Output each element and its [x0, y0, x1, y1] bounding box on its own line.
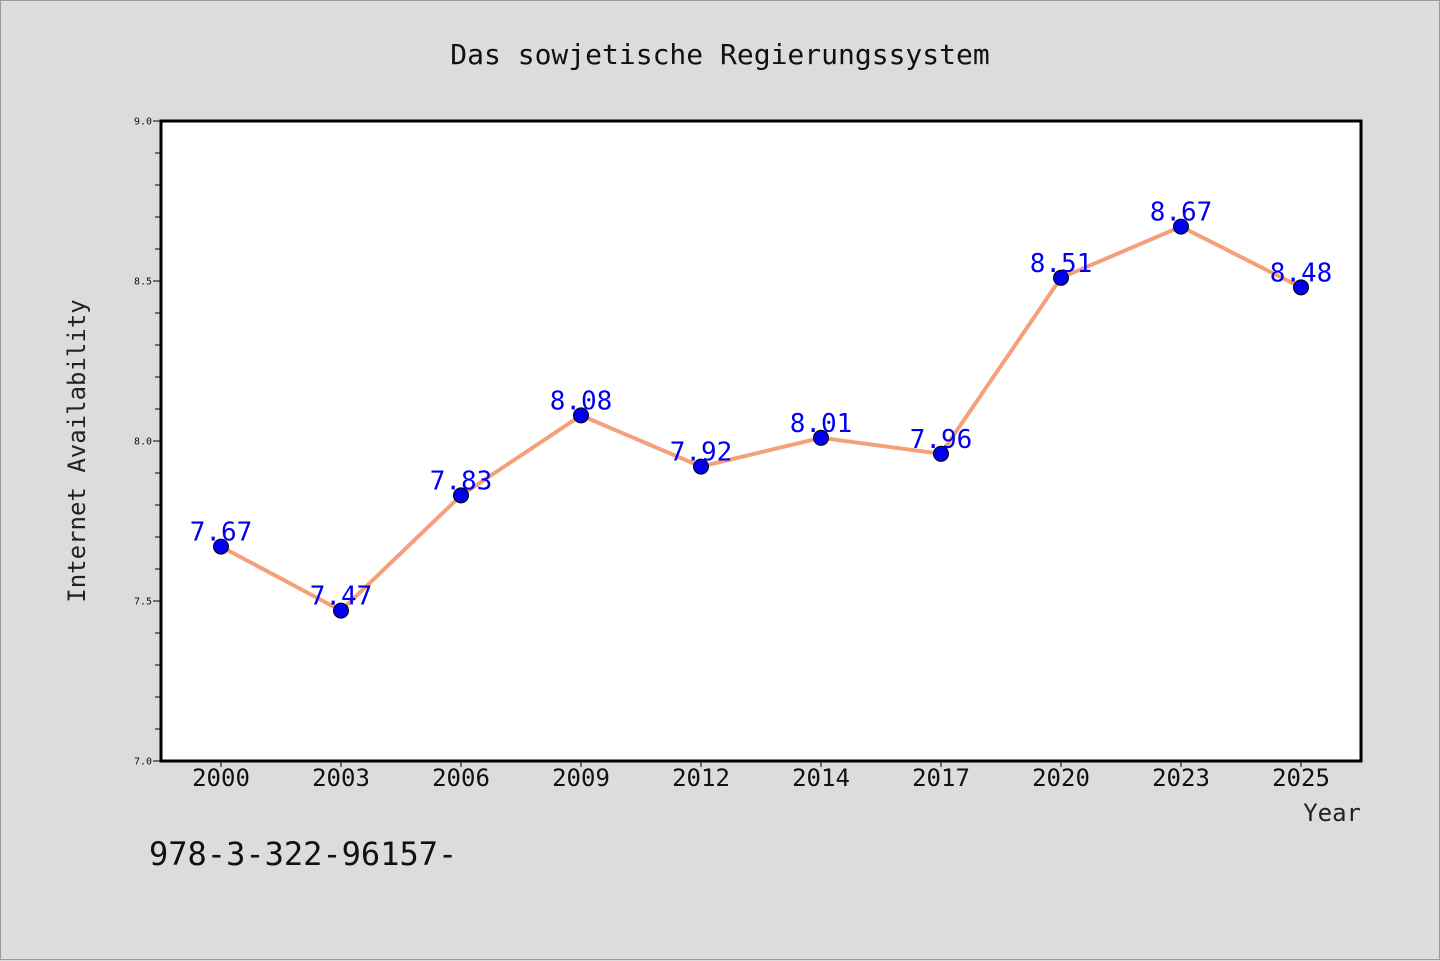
- data-point: [573, 407, 589, 424]
- data-point: [453, 487, 469, 504]
- y-tick-label: 7.0: [134, 757, 152, 768]
- x-tick-label: 2020: [1032, 764, 1090, 792]
- series-layer: 7.67 7.47 7.83 8.08 7.92 8.01 7.96 8.51 8.67 8.48: [190, 198, 1333, 619]
- x-tick-label: 2009: [552, 764, 610, 792]
- data-point: [933, 445, 949, 462]
- y-tick-label: 8.5: [134, 277, 152, 288]
- data-label: 8.08: [550, 386, 613, 416]
- data-point: [213, 538, 229, 555]
- y-axis: 7.0 7.5 8.0 8.5 9.0: [134, 117, 161, 768]
- x-tick-label: 2006: [432, 764, 490, 792]
- data-label: 8.48: [1270, 258, 1333, 288]
- data-point: [1053, 269, 1069, 286]
- x-tick-label: 2017: [912, 764, 970, 792]
- data-label: 7.47: [310, 582, 373, 612]
- plot-area: [159, 119, 1363, 763]
- data-label: 7.96: [910, 425, 973, 455]
- data-point: [1173, 218, 1189, 235]
- data-point: [333, 602, 349, 619]
- isbn-footnote: 978-3-322-96157-: [149, 835, 457, 873]
- x-tick-label: 2025: [1272, 764, 1330, 792]
- x-tick-label: 2012: [672, 764, 730, 792]
- y-tick-label: 9.0: [134, 117, 152, 128]
- data-label: 8.01: [790, 409, 853, 439]
- x-tick-label: 2000: [192, 764, 250, 792]
- data-label: 7.83: [430, 466, 493, 496]
- data-label: 7.92: [670, 438, 733, 468]
- data-point: [813, 429, 829, 446]
- data-label: 7.67: [190, 518, 253, 548]
- data-point: [693, 458, 709, 475]
- y-axis-label: Internet Availability: [63, 299, 91, 602]
- x-tick-label: 2014: [792, 764, 850, 792]
- y-tick-label: 8.0: [134, 437, 152, 448]
- series-line: [219, 224, 1303, 613]
- x-axis-label: Year: [1303, 799, 1361, 827]
- data-label: 8.51: [1030, 249, 1093, 279]
- x-tick-label: 2003: [312, 764, 370, 792]
- x-tick-label: 2023: [1152, 764, 1210, 792]
- data-label: 8.67: [1150, 198, 1213, 228]
- x-axis: 2000 2003 2006 2009 2012 2014 2017 2020 2023 2025: [192, 761, 1330, 792]
- data-point: [1293, 279, 1309, 296]
- chart-title: Das sowjetische Regierungssystem: [450, 38, 989, 71]
- y-tick-label: 7.5: [134, 597, 152, 608]
